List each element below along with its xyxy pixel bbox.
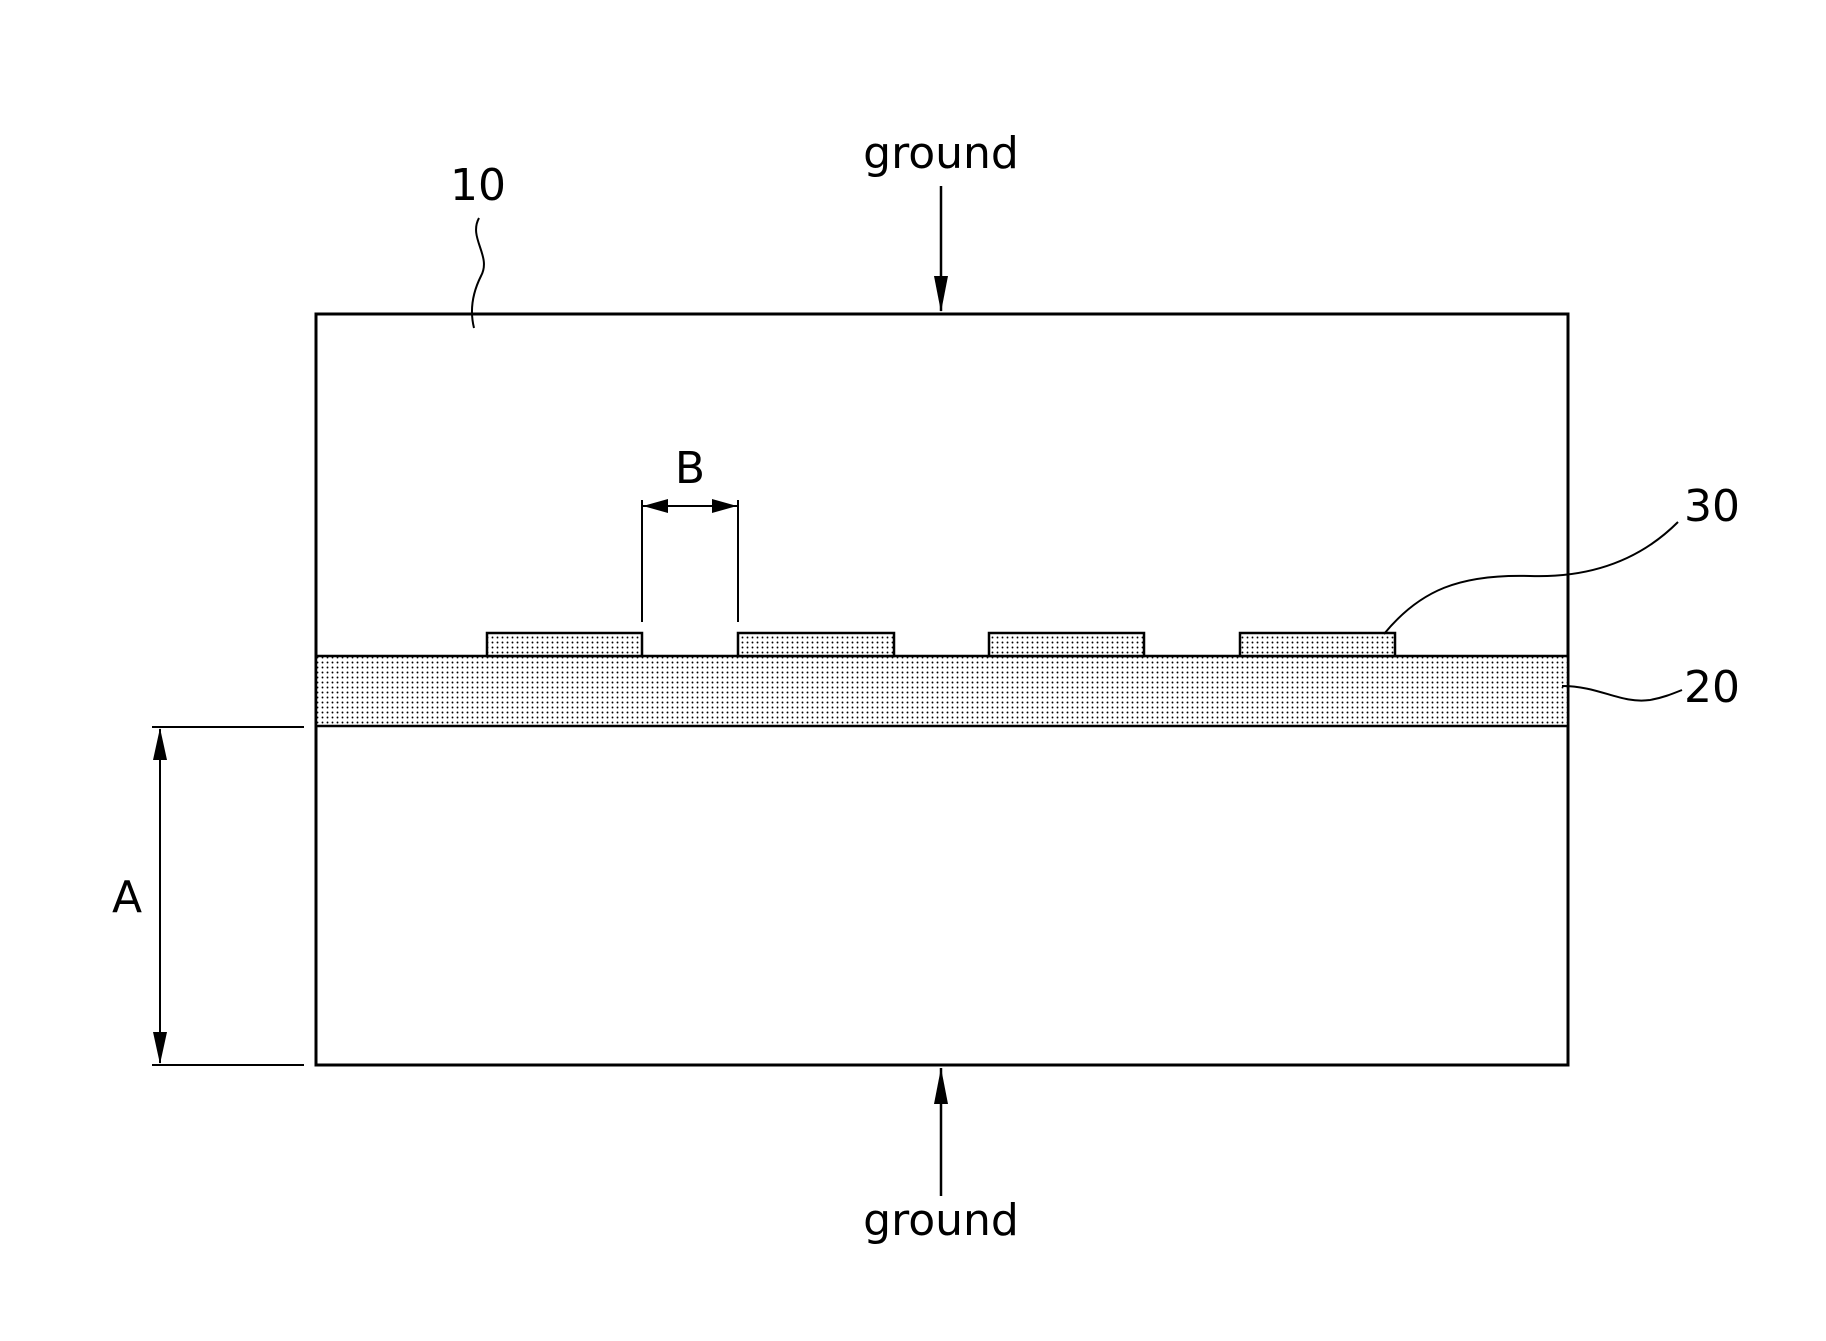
electrode bbox=[989, 633, 1144, 656]
dim-a-arrow-bottom bbox=[153, 1032, 167, 1064]
dielectric-layer bbox=[316, 656, 1568, 726]
ground-top-arrowhead bbox=[934, 276, 948, 312]
electrode bbox=[487, 633, 642, 656]
ground-top-label: ground bbox=[863, 128, 1019, 179]
dim-label-b: B bbox=[675, 443, 705, 494]
electrode bbox=[738, 633, 894, 656]
ref-leader-10 bbox=[472, 218, 484, 328]
ref-label-30: 30 bbox=[1684, 481, 1740, 532]
ref-label-10: 10 bbox=[450, 160, 506, 211]
dim-label-a: A bbox=[112, 872, 142, 923]
dim-a-arrow-top bbox=[153, 728, 167, 760]
ground-bottom-label: ground bbox=[863, 1195, 1019, 1246]
ground-bottom-arrowhead bbox=[934, 1068, 948, 1104]
electrode bbox=[1240, 633, 1395, 656]
ref-label-20: 20 bbox=[1684, 662, 1740, 713]
ref-leader-20 bbox=[1562, 686, 1682, 701]
